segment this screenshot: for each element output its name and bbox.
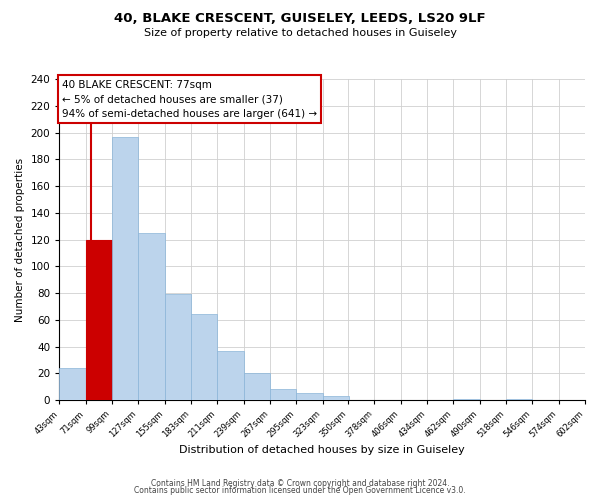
Bar [112,136,139,400]
Bar [506,398,532,400]
Bar [86,240,112,400]
Bar [323,396,349,400]
Text: Size of property relative to detached houses in Guiseley: Size of property relative to detached ho… [143,28,457,38]
Bar [454,398,479,400]
Text: Contains public sector information licensed under the Open Government Licence v3: Contains public sector information licen… [134,486,466,495]
Bar [244,374,270,400]
X-axis label: Distribution of detached houses by size in Guiseley: Distribution of detached houses by size … [179,445,465,455]
Bar [191,314,217,400]
Bar [217,350,244,400]
Bar [139,233,164,400]
Bar [164,294,191,400]
Text: Contains HM Land Registry data © Crown copyright and database right 2024.: Contains HM Land Registry data © Crown c… [151,478,449,488]
Text: 40, BLAKE CRESCENT, GUISELEY, LEEDS, LS20 9LF: 40, BLAKE CRESCENT, GUISELEY, LEEDS, LS2… [114,12,486,26]
Bar [59,368,86,400]
Text: 40 BLAKE CRESCENT: 77sqm
← 5% of detached houses are smaller (37)
94% of semi-de: 40 BLAKE CRESCENT: 77sqm ← 5% of detache… [62,80,317,119]
Y-axis label: Number of detached properties: Number of detached properties [15,158,25,322]
Bar [296,394,323,400]
Bar [270,390,296,400]
